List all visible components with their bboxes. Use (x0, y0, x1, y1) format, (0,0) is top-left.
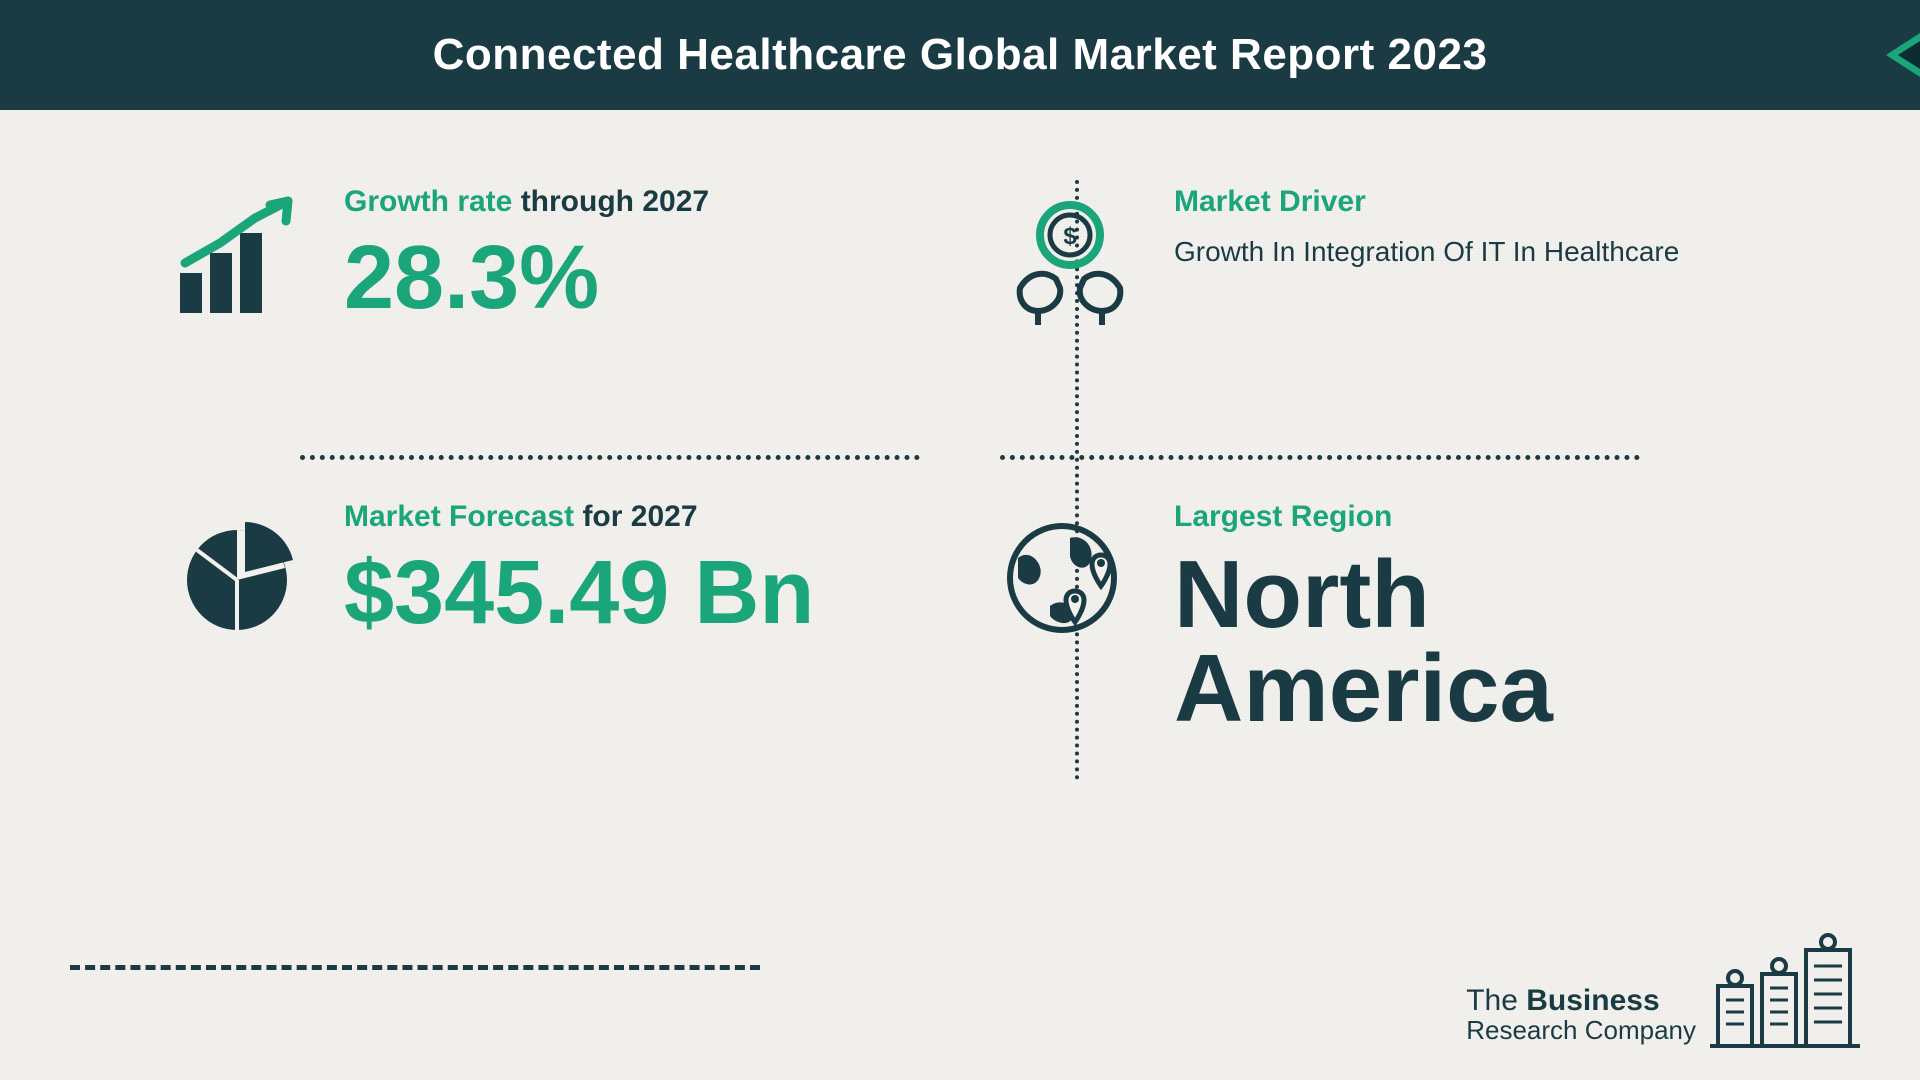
svg-text:$: $ (1063, 223, 1077, 250)
corner-accent (1886, 33, 1920, 77)
driver-panel: $ Market Driver Growth In Integration Of… (1000, 185, 1700, 333)
hands-coin-icon: $ (1000, 185, 1140, 333)
logo-mark-icon (1710, 930, 1860, 1050)
growth-value: 28.3% (344, 233, 890, 325)
region-panel: Largest Region North America (1000, 500, 1700, 736)
logo-line1-bold: Business (1526, 984, 1659, 1017)
logo-text: The Business Research Company (1466, 985, 1696, 1050)
region-value: North America (1174, 548, 1700, 736)
logo-line1-thin: The (1466, 984, 1526, 1017)
growth-chart-icon (170, 185, 310, 333)
page-title: Connected Healthcare Global Market Repor… (433, 30, 1488, 80)
driver-label-text: Market Driver (1174, 185, 1366, 218)
forecast-label: Market Forecast for 2027 (344, 500, 890, 534)
region-label: Largest Region (1174, 500, 1700, 534)
growth-label-accent: Growth rate (344, 185, 512, 218)
driver-text: Growth In Integration Of IT In Healthcar… (1174, 233, 1700, 271)
growth-panel: Growth rate through 2027 28.3% (170, 185, 890, 333)
dotted-divider-left (300, 455, 920, 460)
growth-label: Growth rate through 2027 (344, 185, 890, 219)
main-content: Growth rate through 2027 28.3% $ Market … (0, 110, 1920, 1080)
growth-label-rest: through 2027 (512, 185, 709, 218)
dotted-divider-right (1000, 455, 1640, 460)
forecast-label-rest: for 2027 (574, 500, 697, 533)
header-bar: Connected Healthcare Global Market Repor… (0, 0, 1920, 110)
forecast-label-accent: Market Forecast (344, 500, 574, 533)
region-label-text: Largest Region (1174, 500, 1392, 533)
globe-pin-icon (1000, 500, 1140, 648)
logo-line2: Research Company (1466, 1017, 1696, 1044)
driver-label: Market Driver (1174, 185, 1700, 219)
pie-chart-icon (170, 500, 310, 638)
forecast-panel: Market Forecast for 2027 $345.49 Bn (170, 500, 890, 640)
dashed-divider-bottom (70, 965, 760, 970)
forecast-value: $345.49 Bn (344, 548, 864, 640)
company-logo: The Business Research Company (1466, 930, 1860, 1050)
